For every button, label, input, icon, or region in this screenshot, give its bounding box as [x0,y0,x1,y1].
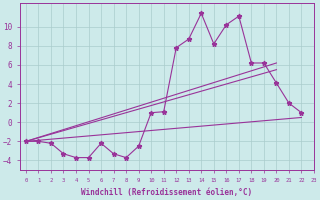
X-axis label: Windchill (Refroidissement éolien,°C): Windchill (Refroidissement éolien,°C) [81,188,252,197]
